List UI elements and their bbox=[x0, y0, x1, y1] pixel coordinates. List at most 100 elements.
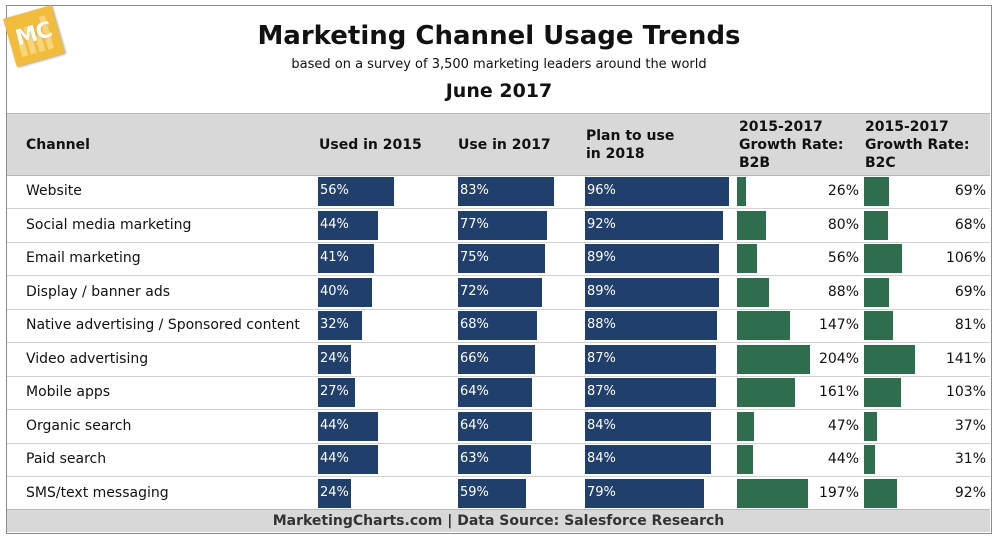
bar-plan-2018 bbox=[585, 411, 711, 441]
bar-growth-b2b bbox=[737, 311, 790, 340]
bar-growth-b2b bbox=[737, 277, 769, 307]
data-label-growth-b2b: 204% bbox=[818, 350, 859, 367]
bar-used-2015 bbox=[318, 177, 395, 206]
data-label-use-2017: 68% bbox=[460, 317, 489, 332]
channel-label: Video advertising bbox=[26, 350, 149, 367]
data-label-plan-2018: 96% bbox=[587, 183, 616, 198]
channel-label: Social media marketing bbox=[26, 216, 192, 233]
bar-plan-2018 bbox=[585, 244, 719, 273]
data-label-use-2017: 64% bbox=[460, 417, 489, 433]
column-header-used-2015: Used in 2015 bbox=[319, 136, 422, 154]
data-label-used-2015: 24% bbox=[320, 350, 349, 366]
bar-growth-b2c bbox=[864, 177, 889, 206]
bar-plan-2018 bbox=[585, 445, 711, 474]
bar-growth-b2b bbox=[737, 378, 795, 407]
channel-label: Display / banner ads bbox=[26, 283, 171, 300]
column-header-line: 2015-2017 bbox=[865, 119, 949, 135]
table-row: SMS/text messaging 24% 59% 79% 197% 92% bbox=[7, 477, 990, 511]
data-label-used-2015: 32% bbox=[320, 317, 349, 332]
table-row: Social media marketing 44% 77% 92% 80% 68% bbox=[7, 209, 990, 243]
channel-label: Paid search bbox=[26, 451, 107, 467]
data-label-used-2015: 41% bbox=[320, 250, 349, 265]
bar-plan-2018 bbox=[585, 277, 719, 307]
bar-plan-2018 bbox=[585, 478, 704, 508]
data-label-use-2017: 83% bbox=[460, 183, 489, 198]
data-label-use-2017: 59% bbox=[460, 484, 489, 500]
column-header-line: Growth Rate: bbox=[739, 137, 844, 153]
bar-used-2015 bbox=[318, 478, 351, 508]
logo-bars-icon bbox=[16, 15, 55, 58]
data-label-growth-b2b: 88% bbox=[827, 283, 859, 300]
data-label-use-2017: 66% bbox=[460, 350, 489, 366]
data-label-growth-b2c: 92% bbox=[954, 484, 986, 501]
bar-use-2017 bbox=[458, 445, 532, 474]
table-row: Paid search 44% 63% 84% 44% 31% bbox=[7, 443, 990, 477]
data-label-growth-b2b: 161% bbox=[818, 384, 859, 400]
bar-plan-2018 bbox=[585, 378, 716, 407]
table-row: Video advertising 24% 66% 87% 204% 141% bbox=[7, 343, 990, 377]
bar-plan-2018 bbox=[585, 311, 717, 340]
channel-label: Website bbox=[26, 183, 82, 199]
data-label-growth-b2b: 47% bbox=[827, 417, 859, 434]
data-label-growth-b2c: 68% bbox=[954, 216, 986, 233]
bar-growth-b2c bbox=[864, 277, 889, 307]
column-header-line: Channel bbox=[26, 137, 90, 153]
bar-growth-b2c bbox=[864, 478, 898, 508]
bar-growth-b2c bbox=[864, 411, 878, 441]
data-label-use-2017: 64% bbox=[460, 384, 489, 399]
bar-growth-b2b bbox=[737, 445, 753, 474]
data-label-growth-b2b: 197% bbox=[818, 484, 859, 501]
column-header-line: 2015-2017 bbox=[739, 119, 823, 135]
column-header-growth-b2b: 2015-2017 Growth Rate: B2B bbox=[739, 118, 844, 172]
bar-used-2015 bbox=[318, 411, 378, 441]
bar-used-2015 bbox=[318, 311, 362, 340]
data-label-growth-b2c: 37% bbox=[954, 417, 986, 434]
data-label-growth-b2b: 56% bbox=[827, 250, 859, 266]
data-label-used-2015: 56% bbox=[320, 183, 349, 198]
bar-use-2017 bbox=[458, 311, 537, 340]
table-row: Mobile apps 27% 64% 87% 161% 103% bbox=[7, 376, 990, 410]
chart-title: Marketing Channel Usage Trends bbox=[257, 21, 741, 51]
bar-growth-b2b bbox=[737, 411, 754, 441]
column-header-use-2017: Use in 2017 bbox=[458, 136, 551, 154]
data-label-growth-b2b: 80% bbox=[827, 216, 859, 233]
channel-label: SMS/text messaging bbox=[26, 484, 169, 501]
bar-use-2017 bbox=[458, 344, 535, 374]
data-label-growth-b2b: 147% bbox=[818, 317, 859, 333]
column-header-channel: Channel bbox=[26, 136, 90, 154]
table-row: Website 56% 83% 96% 26% 69% bbox=[7, 175, 990, 209]
column-header-line: B2C bbox=[865, 155, 896, 171]
bar-growth-b2b bbox=[737, 210, 766, 240]
chart-date: June 2017 bbox=[445, 80, 553, 102]
bar-growth-b2b bbox=[737, 244, 758, 273]
bar-growth-b2c bbox=[864, 210, 889, 240]
bar-plan-2018 bbox=[585, 344, 716, 374]
bar-growth-b2b bbox=[737, 177, 747, 206]
data-label-use-2017: 72% bbox=[460, 283, 489, 299]
column-header-line: B2B bbox=[739, 155, 771, 171]
table-row: Organic search 44% 64% 84% 47% 37% bbox=[7, 410, 990, 444]
data-label-plan-2018: 84% bbox=[587, 417, 616, 433]
column-header-growth-b2c: 2015-2017 Growth Rate: B2C bbox=[865, 118, 970, 172]
data-label-growth-b2b: 26% bbox=[827, 183, 859, 199]
bar-plan-2018 bbox=[585, 210, 723, 240]
bar-growth-b2c bbox=[864, 445, 876, 474]
column-header-line: Used in 2015 bbox=[319, 137, 422, 153]
table-row: Display / banner ads 40% 72% 89% 88% 69% bbox=[7, 276, 990, 310]
channel-label: Organic search bbox=[26, 417, 132, 434]
data-label-growth-b2c: 81% bbox=[954, 317, 986, 333]
data-label-plan-2018: 89% bbox=[587, 250, 616, 265]
data-label-growth-b2c: 69% bbox=[954, 183, 986, 199]
bar-plan-2018 bbox=[585, 177, 729, 206]
data-label-plan-2018: 79% bbox=[587, 484, 616, 500]
data-label-plan-2018: 87% bbox=[587, 384, 616, 399]
column-header-line: Plan to use bbox=[586, 128, 675, 144]
data-label-used-2015: 40% bbox=[320, 283, 349, 299]
bar-use-2017 bbox=[458, 210, 548, 240]
column-header-line: Use in 2017 bbox=[458, 137, 551, 153]
marketingcharts-logo: MC bbox=[3, 5, 65, 67]
channel-label: Mobile apps bbox=[26, 384, 111, 400]
bar-use-2017 bbox=[458, 177, 555, 206]
column-header-plan-2018: Plan to use in 2018 bbox=[586, 127, 674, 163]
bar-growth-b2c bbox=[864, 344, 915, 374]
